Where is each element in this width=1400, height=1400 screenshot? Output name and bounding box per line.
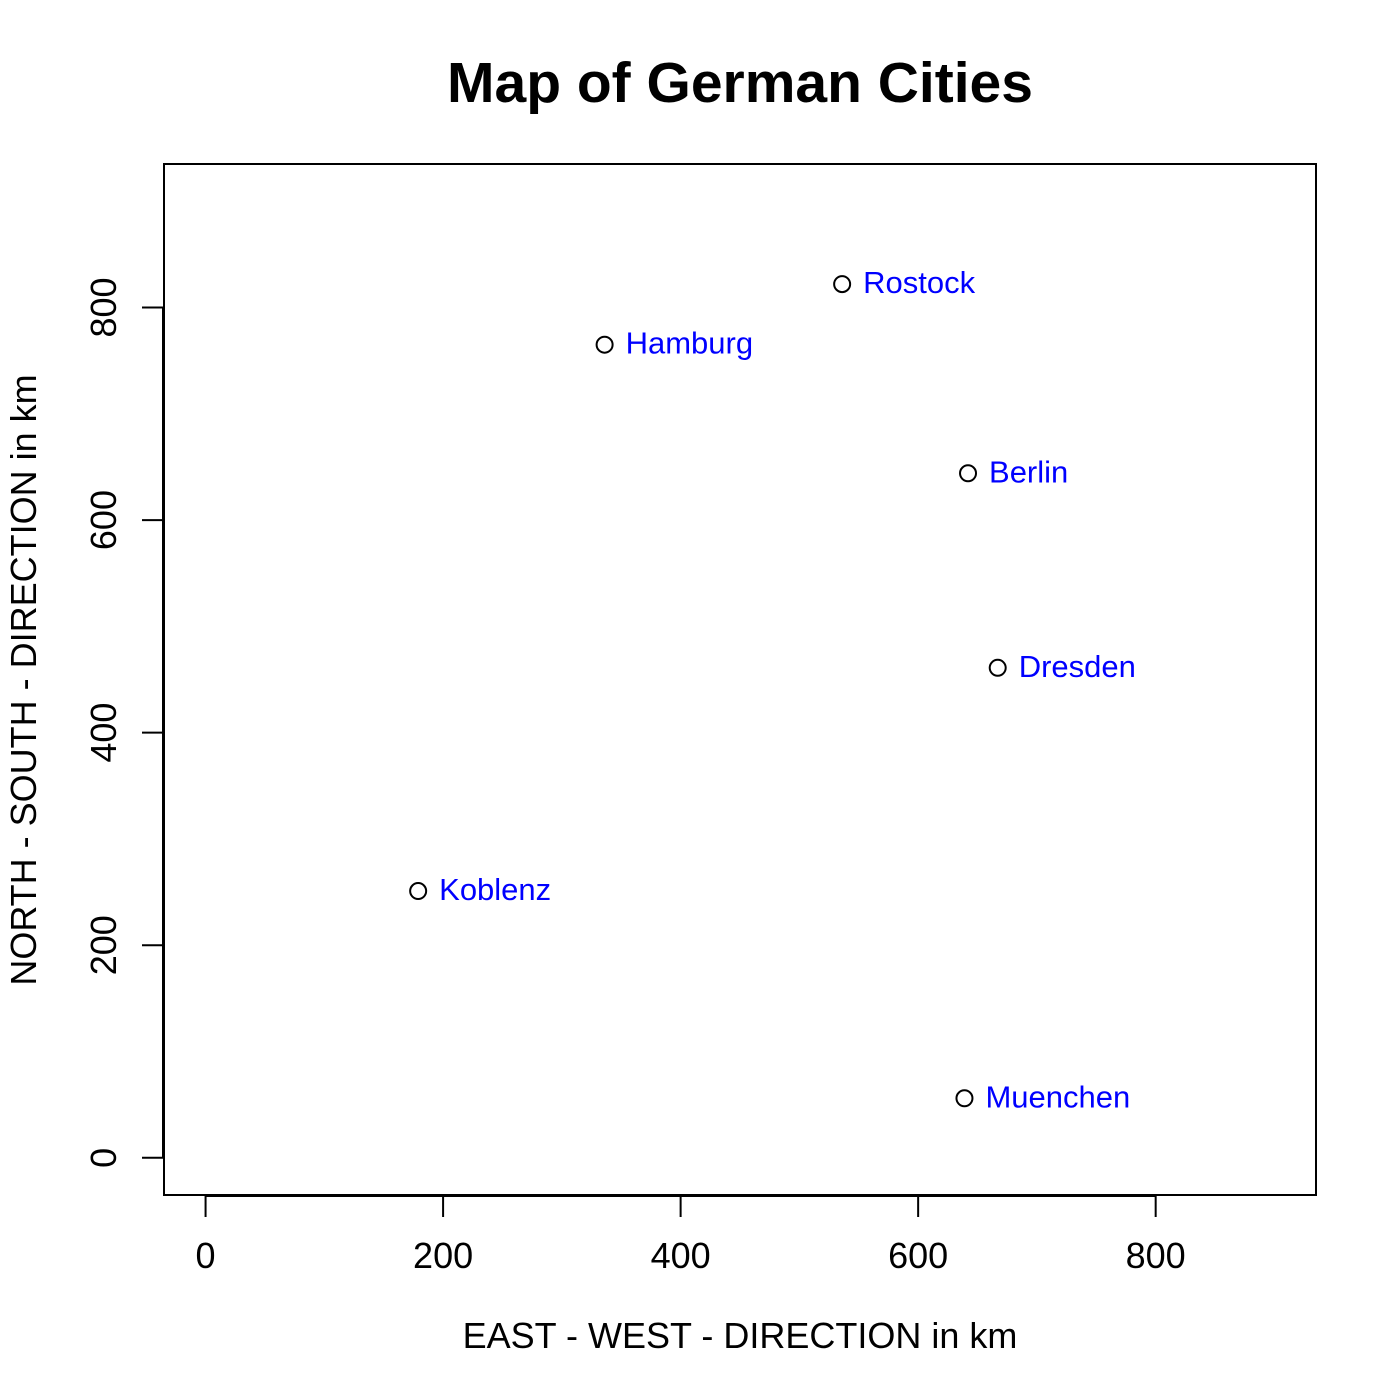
x-axis: 0 200 400 600 800 [196,1195,1186,1276]
point-label: Hamburg [626,326,754,361]
chart-title: Map of German Cities [447,51,1033,115]
x-tick-label: 200 [413,1235,473,1276]
data-point [833,275,852,294]
plot-frame [163,163,1317,1196]
y-axis: 0 200 400 600 800 [83,277,164,1168]
point-label: Koblenz [439,872,551,907]
data-point [959,464,978,483]
x-tick-label: 600 [888,1235,948,1276]
data-point [955,1089,974,1108]
y-tick-label: 0 [83,1148,124,1168]
y-tick-label: 400 [83,703,124,763]
y-tick-label: 200 [83,915,124,975]
data-points: Rostock Hamburg Berlin Dresden Koblenz Muench… [409,265,1136,1114]
x-tick-label: 400 [651,1235,711,1276]
x-tick-label: 800 [1126,1235,1186,1276]
x-axis-label: EAST - WEST - DIRECTION in km [463,1315,1018,1356]
y-tick-label: 800 [83,277,124,337]
data-point [409,882,428,901]
data-point [595,335,614,354]
y-tick-label: 600 [83,490,124,550]
x-tick-label: 0 [196,1235,216,1276]
data-point [988,658,1007,677]
y-axis-label: NORTH - SOUTH - DIRECTION in km [3,374,44,985]
point-label: Rostock [863,265,975,300]
point-label: Dresden [1019,649,1136,684]
point-label: Muenchen [985,1079,1130,1114]
point-label: Berlin [989,454,1068,489]
